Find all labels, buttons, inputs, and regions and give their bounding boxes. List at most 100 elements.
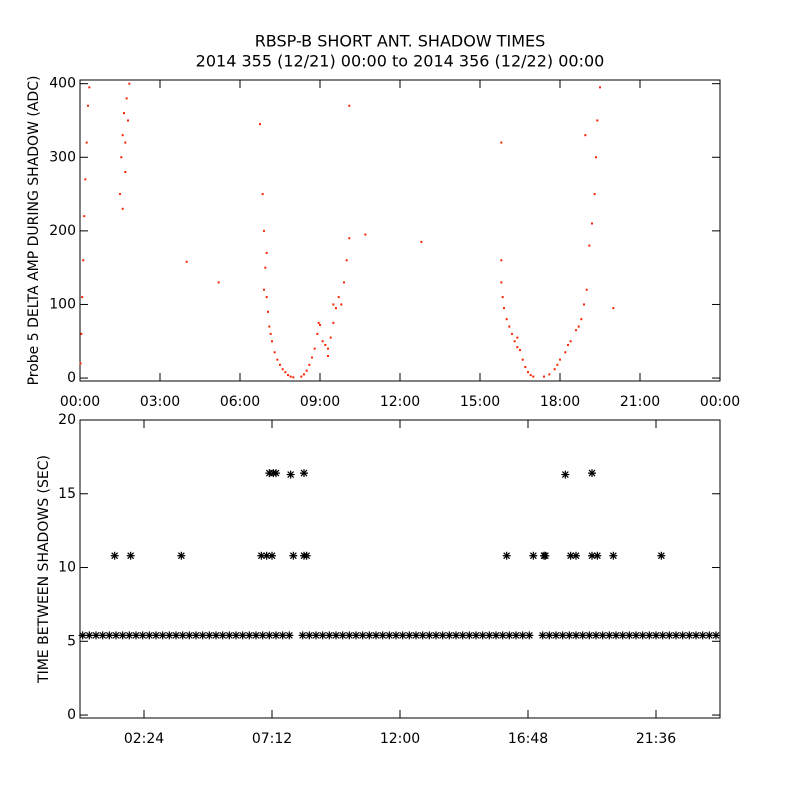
dot-point <box>569 340 572 343</box>
dot-point <box>311 356 313 359</box>
dot-point <box>505 318 508 321</box>
asterisk-point <box>492 631 500 640</box>
y-tick-label: 300 <box>49 149 76 165</box>
dot-point <box>327 347 329 350</box>
dot-point <box>80 332 83 335</box>
asterisk-point <box>585 631 594 640</box>
dot-point <box>128 82 131 85</box>
x-tick-label: 12:00 <box>380 731 420 747</box>
asterisk-point <box>438 631 447 640</box>
dot-point <box>82 259 85 262</box>
asterisk-point <box>378 631 387 640</box>
asterisk-point <box>692 631 700 640</box>
asterisk-point <box>305 631 314 640</box>
asterisk-point <box>558 631 567 640</box>
dot-point <box>521 358 524 361</box>
dot-point <box>124 170 127 173</box>
dot-point <box>261 193 264 196</box>
asterisk-point <box>485 631 494 640</box>
asterisk-point <box>561 470 570 479</box>
dot-point <box>513 340 516 343</box>
dot-point <box>185 260 188 263</box>
dot-point <box>580 318 583 321</box>
dot-point <box>583 303 585 306</box>
y-tick-label: 20 <box>58 412 76 428</box>
asterisk-point <box>298 631 307 640</box>
y-tick-label: 100 <box>49 296 76 312</box>
dot-point <box>263 288 265 291</box>
dot-point <box>559 358 561 361</box>
dot-point <box>263 229 265 232</box>
asterisk-point <box>262 551 271 560</box>
dot-point <box>316 332 319 335</box>
asterisk-point <box>158 631 167 640</box>
x-tick-label: 12:00 <box>380 394 420 410</box>
asterisk-point <box>138 631 147 640</box>
dot-point <box>313 347 316 350</box>
dot-point <box>516 336 519 339</box>
asterisk-point <box>593 551 602 560</box>
asterisk-point <box>652 631 660 640</box>
asterisk-point <box>345 631 354 640</box>
dot-point <box>532 375 535 378</box>
asterisk-point <box>538 631 547 640</box>
asterisk-point <box>78 631 87 640</box>
asterisk-point <box>92 631 100 640</box>
dot-point <box>265 251 268 254</box>
asterisk-point <box>698 631 707 640</box>
dot-point <box>577 325 580 328</box>
asterisk-point <box>185 631 194 640</box>
asterisk-point <box>325 631 334 640</box>
asterisk-point <box>545 631 554 640</box>
y-axis-label: Probe 5 DELTA AMP DURING SHADOW (ADC) <box>26 76 42 386</box>
dot-point <box>127 119 129 122</box>
dot-point <box>83 215 86 218</box>
dot-point <box>287 374 289 377</box>
dot-point <box>303 373 305 376</box>
asterisk-point <box>118 631 127 640</box>
asterisk-point <box>418 631 427 640</box>
asterisk-point <box>705 631 714 640</box>
dot-point <box>564 351 567 354</box>
asterisk-point <box>552 631 560 640</box>
asterisk-point <box>398 631 407 640</box>
dot-point <box>516 346 519 349</box>
asterisk-point <box>365 631 374 640</box>
asterisk-point <box>372 631 380 640</box>
asterisk-point <box>565 631 574 640</box>
asterisk-point <box>672 631 680 640</box>
dot-point <box>268 325 271 328</box>
asterisk-point <box>177 551 186 560</box>
asterisk-point <box>272 631 280 640</box>
asterisk-point <box>145 631 154 640</box>
dot-point <box>279 363 281 366</box>
asterisk-point <box>609 551 618 560</box>
asterisk-point <box>502 551 511 560</box>
asterisk-point <box>588 469 596 478</box>
asterisk-point <box>598 631 607 640</box>
dot-point <box>217 281 220 284</box>
asterisk-point <box>685 631 694 640</box>
dot-point <box>267 310 269 313</box>
asterisk-point <box>205 631 214 640</box>
asterisk-point <box>592 631 600 640</box>
dot-point <box>612 307 615 310</box>
asterisk-point <box>265 631 274 640</box>
dot-point <box>500 281 503 284</box>
asterisk-point <box>618 631 627 640</box>
dot-point <box>595 156 597 159</box>
plot-frame <box>79 419 721 719</box>
asterisk-point <box>638 631 647 640</box>
x-tick-label: 09:00 <box>300 394 340 410</box>
asterisk-point <box>358 631 367 640</box>
dot-point <box>259 123 261 126</box>
asterisk-point <box>165 631 174 640</box>
asterisk-point <box>318 631 327 640</box>
dot-point <box>87 104 89 107</box>
dot-point <box>529 374 532 377</box>
asterisk-point <box>572 631 580 640</box>
dot-point <box>543 375 545 378</box>
asterisk-point <box>192 631 200 640</box>
x-tick-label: 21:00 <box>620 394 660 410</box>
dot-point <box>364 233 367 236</box>
